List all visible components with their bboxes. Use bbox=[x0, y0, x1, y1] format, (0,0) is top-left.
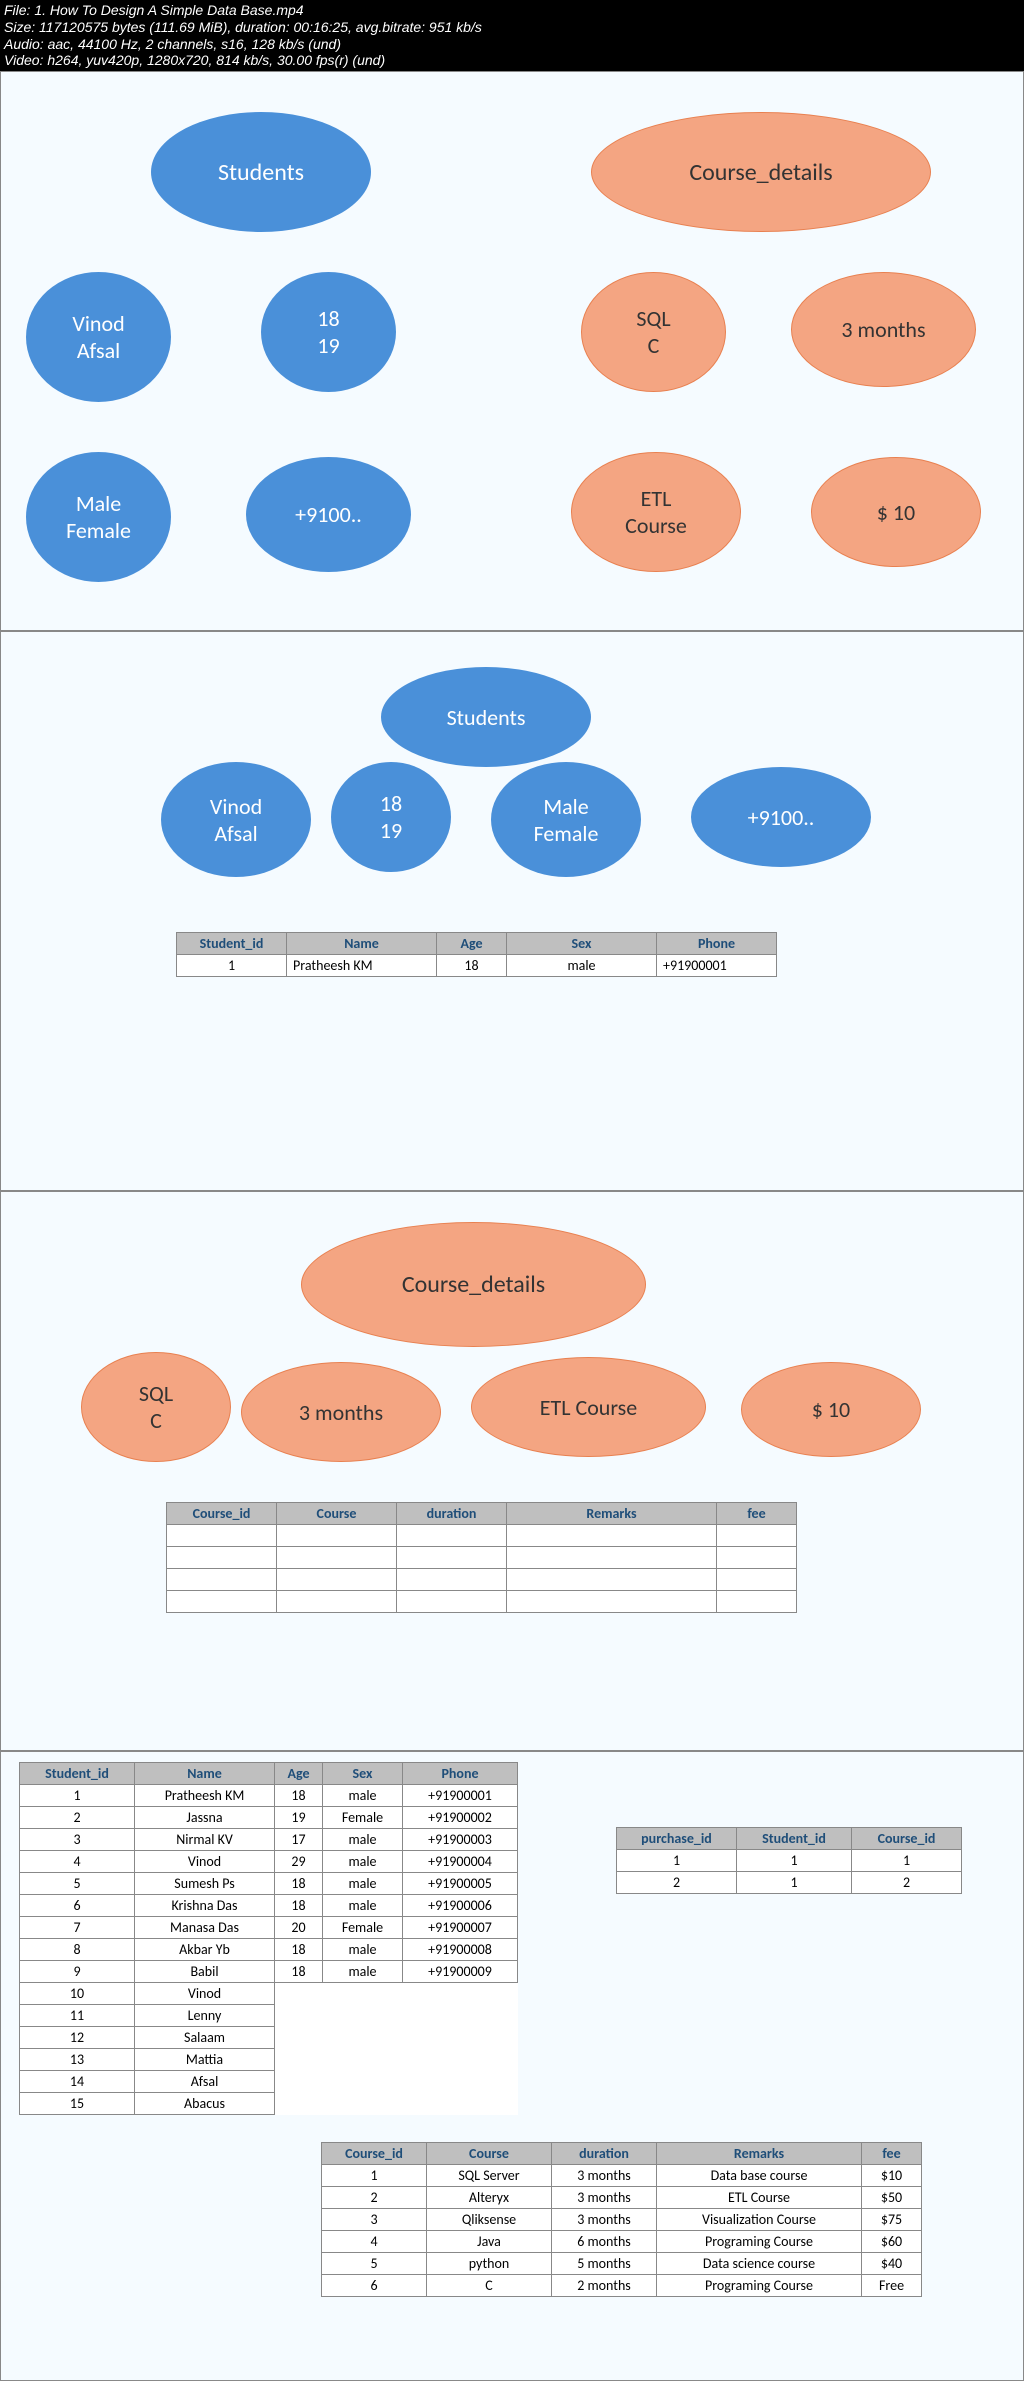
th-course-id: Course_id bbox=[167, 1503, 277, 1525]
th-course-id: Course_id bbox=[322, 2143, 427, 2165]
th-duration: duration bbox=[397, 1503, 507, 1525]
panel-3: Course_details SQL C 3 months ETL Course… bbox=[0, 1191, 1024, 1751]
table-row: 8Akbar Yb18male+91900008 bbox=[20, 1939, 518, 1961]
phone-bubble: +9100.. bbox=[246, 457, 411, 572]
table-row: 6Krishna Das18male+91900006 bbox=[20, 1895, 518, 1917]
th-sex: Sex bbox=[507, 933, 657, 955]
table-row: 4Vinod29male+91900004 bbox=[20, 1851, 518, 1873]
panel-2: Students Vinod Afsal 18 19 Male Female +… bbox=[0, 631, 1024, 1191]
names-bubble: Vinod Afsal bbox=[26, 272, 171, 402]
sex-bubble: Male Female bbox=[26, 452, 171, 582]
table-row: 12Salaam bbox=[20, 2027, 518, 2049]
table-row: 10Vinod bbox=[20, 1983, 518, 2005]
th-phone: Phone bbox=[403, 1763, 518, 1785]
th-student-id: Student_id bbox=[177, 933, 287, 955]
students-bubble-2: Students bbox=[381, 667, 591, 767]
panel-1: Students Vinod Afsal 18 19 Male Female +… bbox=[0, 71, 1024, 631]
th-age: Age bbox=[437, 933, 507, 955]
th-remarks: Remarks bbox=[657, 2143, 862, 2165]
table-row: 111 bbox=[617, 1850, 962, 1872]
table-row: 4Java6 monthsPrograming Course$60 bbox=[322, 2231, 922, 2253]
th-student-id: Student_id bbox=[737, 1828, 852, 1850]
purchases-table: purchase_id Student_id Course_id 111212 bbox=[616, 1827, 962, 1894]
th-phone: Phone bbox=[657, 933, 777, 955]
th-name: Name bbox=[135, 1763, 275, 1785]
names-bubble-2: Vinod Afsal bbox=[161, 762, 311, 877]
th-course: Course bbox=[277, 1503, 397, 1525]
th-student-id: Student_id bbox=[20, 1763, 135, 1785]
phone-bubble-2: +9100.. bbox=[691, 767, 871, 867]
table-row: 2Alteryx3 monthsETL Course$50 bbox=[322, 2187, 922, 2209]
table-row: 5Sumesh Ps18male+91900005 bbox=[20, 1873, 518, 1895]
fee-bubble: $ 10 bbox=[811, 457, 981, 567]
etl-bubble: ETL Course bbox=[571, 452, 741, 572]
duration-bubble-2: 3 months bbox=[241, 1362, 441, 1462]
table-row: 1 Pratheesh KM 18 male +91900001 bbox=[177, 955, 777, 977]
students-table: Student_id Name Age Sex Phone 1Pratheesh… bbox=[19, 1762, 518, 2115]
table-row: 7Manasa Das20Female+91900007 bbox=[20, 1917, 518, 1939]
table-row: 5python5 monthsData science course$40 bbox=[322, 2253, 922, 2275]
students-bubble: Students bbox=[151, 112, 371, 232]
th-purchase-id: purchase_id bbox=[617, 1828, 737, 1850]
table-row: 212 bbox=[617, 1872, 962, 1894]
panel-4: Student_id Name Age Sex Phone 1Pratheesh… bbox=[0, 1751, 1024, 2381]
meta-line-file: File: 1. How To Design A Simple Data Bas… bbox=[4, 2, 1020, 19]
table-row bbox=[167, 1547, 797, 1569]
table-row bbox=[167, 1525, 797, 1547]
fee-bubble-2: $ 10 bbox=[741, 1362, 921, 1457]
courses-table-empty: Course_id Course duration Remarks fee bbox=[166, 1502, 797, 1613]
sex-bubble-2: Male Female bbox=[491, 762, 641, 877]
table-row: 1SQL Server3 monthsData base course$10 bbox=[322, 2165, 922, 2187]
etl-bubble-2: ETL Course bbox=[471, 1357, 706, 1457]
table-row: 1Pratheesh KM18male+91900001 bbox=[20, 1785, 518, 1807]
table-row: 2Jassna19Female+91900002 bbox=[20, 1807, 518, 1829]
table-row: 15Abacus bbox=[20, 2093, 518, 2115]
ages-bubble-2: 18 19 bbox=[331, 762, 451, 872]
table-row: 13Mattia bbox=[20, 2049, 518, 2071]
th-duration: duration bbox=[552, 2143, 657, 2165]
table-row: 9Babil18male+91900009 bbox=[20, 1961, 518, 1983]
th-age: Age bbox=[275, 1763, 323, 1785]
meta-line-size: Size: 117120575 bytes (111.69 MiB), dura… bbox=[4, 19, 1020, 36]
th-course-id: Course_id bbox=[852, 1828, 962, 1850]
duration-bubble: 3 months bbox=[791, 272, 976, 387]
ages-bubble: 18 19 bbox=[261, 272, 396, 392]
th-name: Name bbox=[287, 933, 437, 955]
file-metadata: File: 1. How To Design A Simple Data Bas… bbox=[0, 0, 1024, 71]
table-row: 14Afsal bbox=[20, 2071, 518, 2093]
sql-bubble-2: SQL C bbox=[81, 1352, 231, 1462]
course-details-bubble: Course_details bbox=[591, 112, 931, 232]
th-fee: fee bbox=[862, 2143, 922, 2165]
table-row: 6C2 monthsPrograming CourseFree bbox=[322, 2275, 922, 2297]
course-details-bubble-2: Course_details bbox=[301, 1222, 646, 1347]
table-row: 11Lenny bbox=[20, 2005, 518, 2027]
th-remarks: Remarks bbox=[507, 1503, 717, 1525]
table-row: 3Nirmal KV17male+91900003 bbox=[20, 1829, 518, 1851]
th-course: Course bbox=[427, 2143, 552, 2165]
table-row bbox=[167, 1591, 797, 1613]
table-row bbox=[167, 1569, 797, 1591]
table-row: 3Qliksense3 monthsVisualization Course$7… bbox=[322, 2209, 922, 2231]
meta-line-video: Video: h264, yuv420p, 1280x720, 814 kb/s… bbox=[4, 52, 1020, 69]
th-sex: Sex bbox=[323, 1763, 403, 1785]
meta-line-audio: Audio: aac, 44100 Hz, 2 channels, s16, 1… bbox=[4, 36, 1020, 53]
courses-table: Course_id Course duration Remarks fee 1S… bbox=[321, 2142, 922, 2297]
th-fee: fee bbox=[717, 1503, 797, 1525]
sql-bubble: SQL C bbox=[581, 272, 726, 392]
students-table-small: Student_id Name Age Sex Phone 1 Prathees… bbox=[176, 932, 777, 977]
